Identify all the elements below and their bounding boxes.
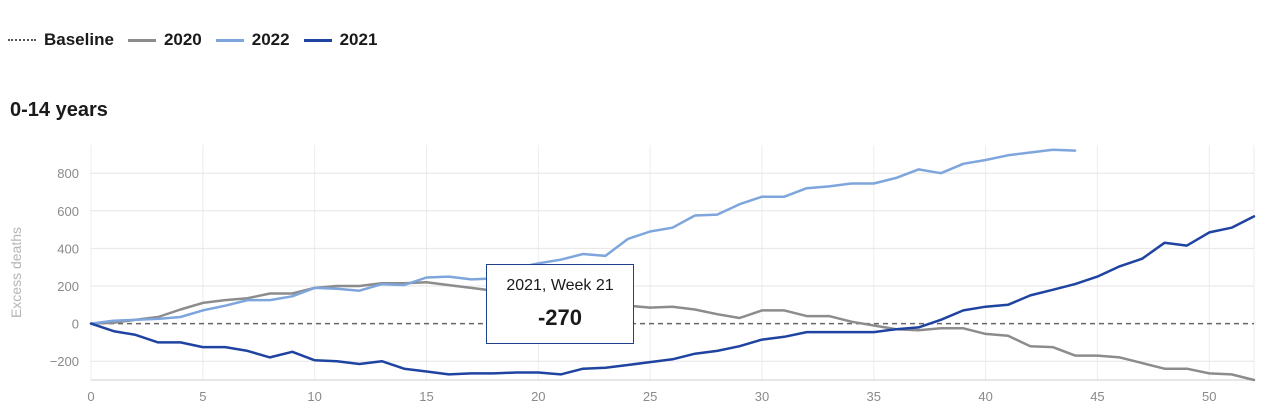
x-tick-label: 15 bbox=[419, 389, 433, 404]
series-line-2020 bbox=[89, 280, 1256, 382]
x-tick-label: 25 bbox=[643, 389, 657, 404]
legend-swatch-2021 bbox=[303, 38, 332, 42]
legend-swatch-2020 bbox=[127, 38, 156, 42]
y-tick-label: 600 bbox=[57, 204, 79, 219]
x-tick-label: 35 bbox=[867, 389, 881, 404]
tooltip: 2021, Week 21 -270 bbox=[486, 264, 634, 344]
panel-title: 0-14 years bbox=[10, 99, 108, 121]
x-tick-label: 30 bbox=[755, 389, 769, 404]
x-tick-label: 20 bbox=[531, 389, 545, 404]
tooltip-value: -270 bbox=[537, 305, 583, 330]
y-tick-label: 200 bbox=[57, 279, 79, 294]
series-line-2021 bbox=[89, 215, 1256, 376]
x-tick-label: 5 bbox=[199, 389, 206, 404]
legend-swatch-baseline bbox=[8, 39, 36, 41]
x-tick-label: 45 bbox=[1090, 389, 1104, 404]
y-tick-label: −200 bbox=[50, 354, 79, 369]
legend-label-2020: 2020 bbox=[163, 30, 202, 49]
y-axis-label: Excess deaths bbox=[8, 227, 24, 318]
tooltip-label: 2021, Week 21 bbox=[506, 277, 614, 294]
legend-item-baseline[interactable]: Baseline bbox=[8, 30, 114, 50]
legend: Baseline 2020 2022 2021 bbox=[8, 30, 377, 50]
legend-item-2020[interactable]: 2020 bbox=[127, 30, 202, 50]
legend-item-2022[interactable]: 2022 bbox=[215, 30, 290, 50]
legend-swatch-2022 bbox=[215, 38, 244, 42]
legend-label-2021: 2021 bbox=[339, 30, 378, 49]
legend-label-baseline: Baseline bbox=[44, 30, 114, 49]
x-tick-label: 40 bbox=[978, 389, 992, 404]
x-tick-label: 50 bbox=[1202, 389, 1216, 404]
legend-item-2021[interactable]: 2021 bbox=[303, 30, 378, 50]
x-tick-label: 0 bbox=[87, 389, 94, 404]
y-tick-label: 400 bbox=[57, 241, 79, 256]
y-tick-label: 800 bbox=[57, 166, 79, 181]
x-tick-label: 10 bbox=[307, 389, 321, 404]
y-tick-label: 0 bbox=[72, 317, 79, 332]
series-line-2022 bbox=[89, 148, 1077, 325]
legend-label-2022: 2022 bbox=[251, 30, 290, 49]
